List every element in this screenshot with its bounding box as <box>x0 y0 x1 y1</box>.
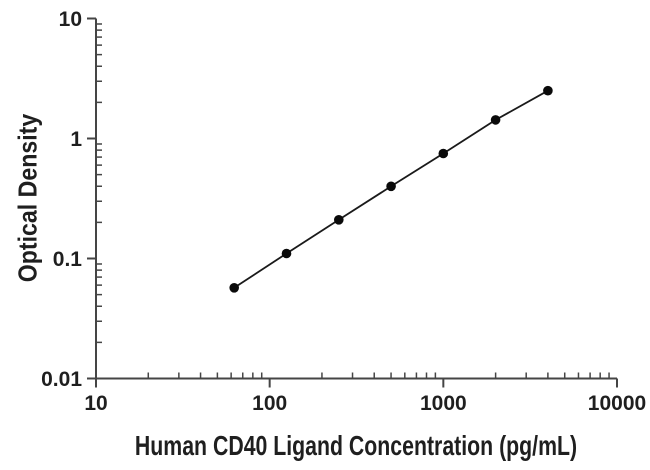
y-tick-label: 1 <box>70 128 82 151</box>
y-axis-title: Optical Density <box>12 113 43 283</box>
y-tick-label: 10 <box>59 8 82 31</box>
data-point <box>386 181 396 192</box>
data-point <box>490 115 501 125</box>
x-tick-label: 10 <box>84 392 107 415</box>
x-tick-label: 10000 <box>588 392 646 415</box>
data-point <box>334 215 344 225</box>
x-tick-label: 1000 <box>420 392 467 415</box>
data-point <box>281 248 292 259</box>
x-axis-title: Human CD40 Ligand Concentration (pg/mL) <box>134 430 578 461</box>
data-point <box>543 85 553 96</box>
data-point <box>438 148 449 159</box>
data-point <box>229 283 239 293</box>
y-tick-label: 0.01 <box>41 368 82 391</box>
x-tick-label: 100 <box>252 392 287 415</box>
y-tick-label: 0.1 <box>53 248 83 271</box>
